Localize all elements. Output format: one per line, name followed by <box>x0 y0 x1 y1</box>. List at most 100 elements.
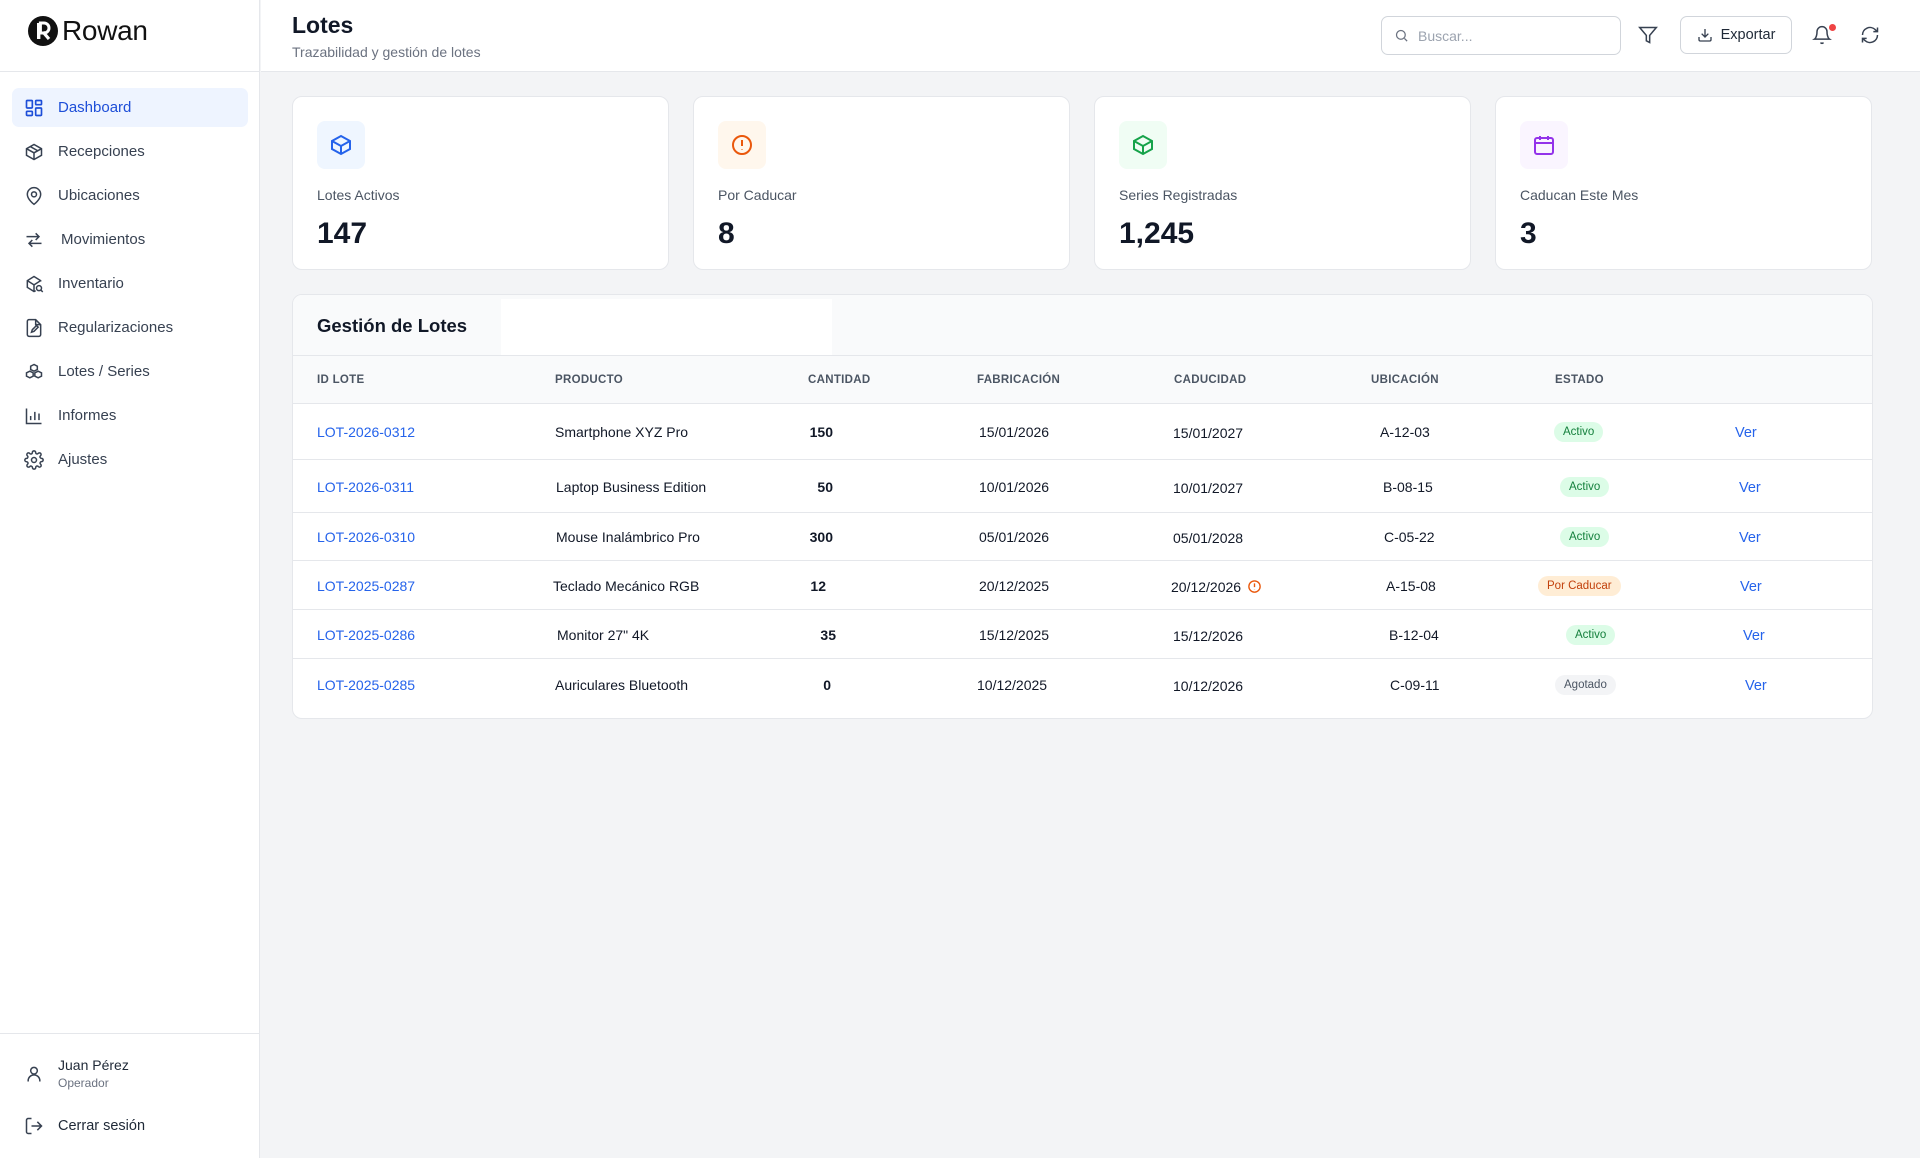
download-icon <box>1697 29 1712 42</box>
product-name: Auriculares Bluetooth <box>555 677 689 693</box>
column-header-producto: PRODUCTO <box>555 374 623 386</box>
sidebar-item-label: Informes <box>58 407 117 424</box>
status-badge: Activo <box>1566 625 1616 645</box>
stat-value: 3 <box>1520 217 1537 250</box>
lot-id-link[interactable]: LOT-2025-0286 <box>317 627 416 643</box>
table-row: LOT-2026-0310 Mouse Inalámbrico Pro 300 05/… <box>293 513 1872 561</box>
stat-label: Por Caducar <box>718 187 797 203</box>
sidebar-item-inventario[interactable]: Inventario <box>12 264 248 303</box>
user-profile[interactable]: Juan Pérez Operador <box>24 1057 129 1090</box>
product-name: Teclado Mecánico RGB <box>553 578 700 594</box>
stat-label: Series Registradas <box>1119 187 1238 203</box>
stat-card-series-registradas: Series Registradas 1,245 <box>1094 96 1471 270</box>
status-badge: Por Caducar <box>1538 576 1621 596</box>
product-name: Mouse Inalámbrico Pro <box>556 529 700 545</box>
view-link[interactable]: Ver <box>1739 530 1761 546</box>
user-name: Juan Pérez <box>58 1057 129 1073</box>
app-name: Rowan <box>62 15 148 46</box>
column-header-estado: ESTADO <box>1555 374 1604 386</box>
expiry-date-text: 05/01/2028 <box>1173 530 1244 546</box>
expiry-date-text: 10/12/2026 <box>1173 678 1244 694</box>
panel-tab-area <box>501 299 832 355</box>
sidebar-item-movimientos[interactable]: Movimientos <box>12 220 248 259</box>
sidebar-item-ajustes[interactable]: Ajustes <box>12 440 248 479</box>
sidebar-item-regularizaciones[interactable]: Regularizaciones <box>12 308 248 347</box>
alert-circle-icon <box>732 135 752 155</box>
column-header-fabricacion: FABRICACIÓN <box>977 374 1061 386</box>
view-link[interactable]: Ver <box>1740 579 1762 595</box>
quantity: 150 <box>809 424 833 440</box>
sidebar-item-label: Movimientos <box>61 231 146 248</box>
filter-button[interactable] <box>1638 25 1662 49</box>
logout-label: Cerrar sesión <box>58 1118 146 1134</box>
bar-chart-icon <box>25 408 42 424</box>
sidebar-item-recepciones[interactable]: Recepciones <box>12 132 248 171</box>
sidebar-item-dashboard[interactable]: Dashboard <box>12 88 248 127</box>
panel-title: Gestión de Lotes <box>317 315 468 336</box>
location-code: B-08-15 <box>1383 479 1433 495</box>
stat-icon-box <box>1119 121 1167 169</box>
box-icon <box>331 134 351 156</box>
boxes-icon <box>25 363 43 379</box>
inventory-search-icon <box>26 275 44 292</box>
calendar-icon <box>1534 136 1554 155</box>
manufacture-date: 10/01/2026 <box>979 479 1050 495</box>
logout-button[interactable]: Cerrar sesión <box>24 1116 145 1136</box>
location-code: C-05-22 <box>1384 529 1435 545</box>
stat-card-lotes-activos: Lotes Activos 147 <box>292 96 669 270</box>
lot-id-link[interactable]: LOT-2026-0311 <box>317 479 415 495</box>
logout-icon <box>25 1117 43 1135</box>
app-logo[interactable]: Rowan <box>28 15 148 47</box>
quantity: 300 <box>809 529 833 545</box>
map-pin-icon <box>26 186 42 205</box>
lot-id-link[interactable]: LOT-2026-0310 <box>317 529 416 545</box>
location-code: A-15-08 <box>1386 578 1436 594</box>
sidebar: Rowan Dashboard Recepciones Ubicaciones … <box>0 0 260 1158</box>
top-header: Lotes Trazabilidad y gestión de lotes Ex… <box>261 0 1920 72</box>
expiry-date-text: 10/01/2027 <box>1173 480 1244 496</box>
view-link[interactable]: Ver <box>1745 678 1767 694</box>
sidebar-item-informes[interactable]: Informes <box>12 396 248 435</box>
expiry-date: 05/01/2028 <box>1173 530 1243 546</box>
manufacture-date: 05/01/2026 <box>979 529 1050 545</box>
sidebar-item-label: Lotes / Series <box>58 363 150 380</box>
expiry-date: 10/12/2026 <box>1173 678 1243 694</box>
lot-id-link[interactable]: LOT-2025-0287 <box>317 578 416 594</box>
user-role: Operador <box>58 1076 109 1090</box>
location-code: C-09-11 <box>1390 677 1440 693</box>
user-icon <box>27 1066 41 1081</box>
sidebar-item-lotes-series[interactable]: Lotes / Series <box>12 352 248 391</box>
export-button[interactable]: Exportar <box>1680 16 1792 54</box>
table-row: LOT-2025-0286 Monitor 27" 4K 35 15/12/2025 1… <box>293 610 1872 659</box>
status-badge: Agotado <box>1555 675 1616 695</box>
refresh-button[interactable] <box>1860 25 1884 49</box>
stat-value: 147 <box>317 217 368 250</box>
stat-label: Lotes Activos <box>317 187 400 203</box>
lot-id-link[interactable]: LOT-2026-0312 <box>317 424 416 440</box>
product-name: Monitor 27" 4K <box>557 627 650 643</box>
notifications-button[interactable] <box>1812 24 1836 49</box>
sidebar-item-label: Ubicaciones <box>58 187 140 204</box>
view-link[interactable]: Ver <box>1743 628 1765 644</box>
search-box[interactable] <box>1381 16 1621 55</box>
table-row: LOT-2025-0285 Auriculares Bluetooth 0 10/12… <box>293 659 1872 711</box>
expiry-date: 20/12/2026 <box>1171 579 1262 595</box>
search-input[interactable] <box>1418 27 1598 44</box>
divider <box>0 1033 260 1034</box>
stat-icon-alert <box>718 121 766 169</box>
sidebar-item-label: Inventario <box>58 275 124 292</box>
stat-label: Caducan Este Mes <box>1520 187 1639 203</box>
page-title: Lotes <box>292 12 354 38</box>
file-edit-icon <box>26 318 42 337</box>
notification-dot <box>1829 24 1836 31</box>
stat-card-caducan-este-mes: Caducan Este Mes 3 <box>1495 96 1872 270</box>
sidebar-item-label: Regularizaciones <box>58 319 174 336</box>
package-icon <box>25 143 43 160</box>
table-header: ID LOTE PRODUCTO CANTIDAD FABRICACIÓN CA… <box>293 356 1872 404</box>
lot-id-link[interactable]: LOT-2025-0285 <box>317 677 416 693</box>
status-badge: Activo <box>1554 422 1604 442</box>
view-link[interactable]: Ver <box>1735 425 1757 441</box>
view-link[interactable]: Ver <box>1739 480 1761 496</box>
alert-circle-icon <box>1248 580 1261 593</box>
sidebar-item-ubicaciones[interactable]: Ubicaciones <box>12 176 248 215</box>
